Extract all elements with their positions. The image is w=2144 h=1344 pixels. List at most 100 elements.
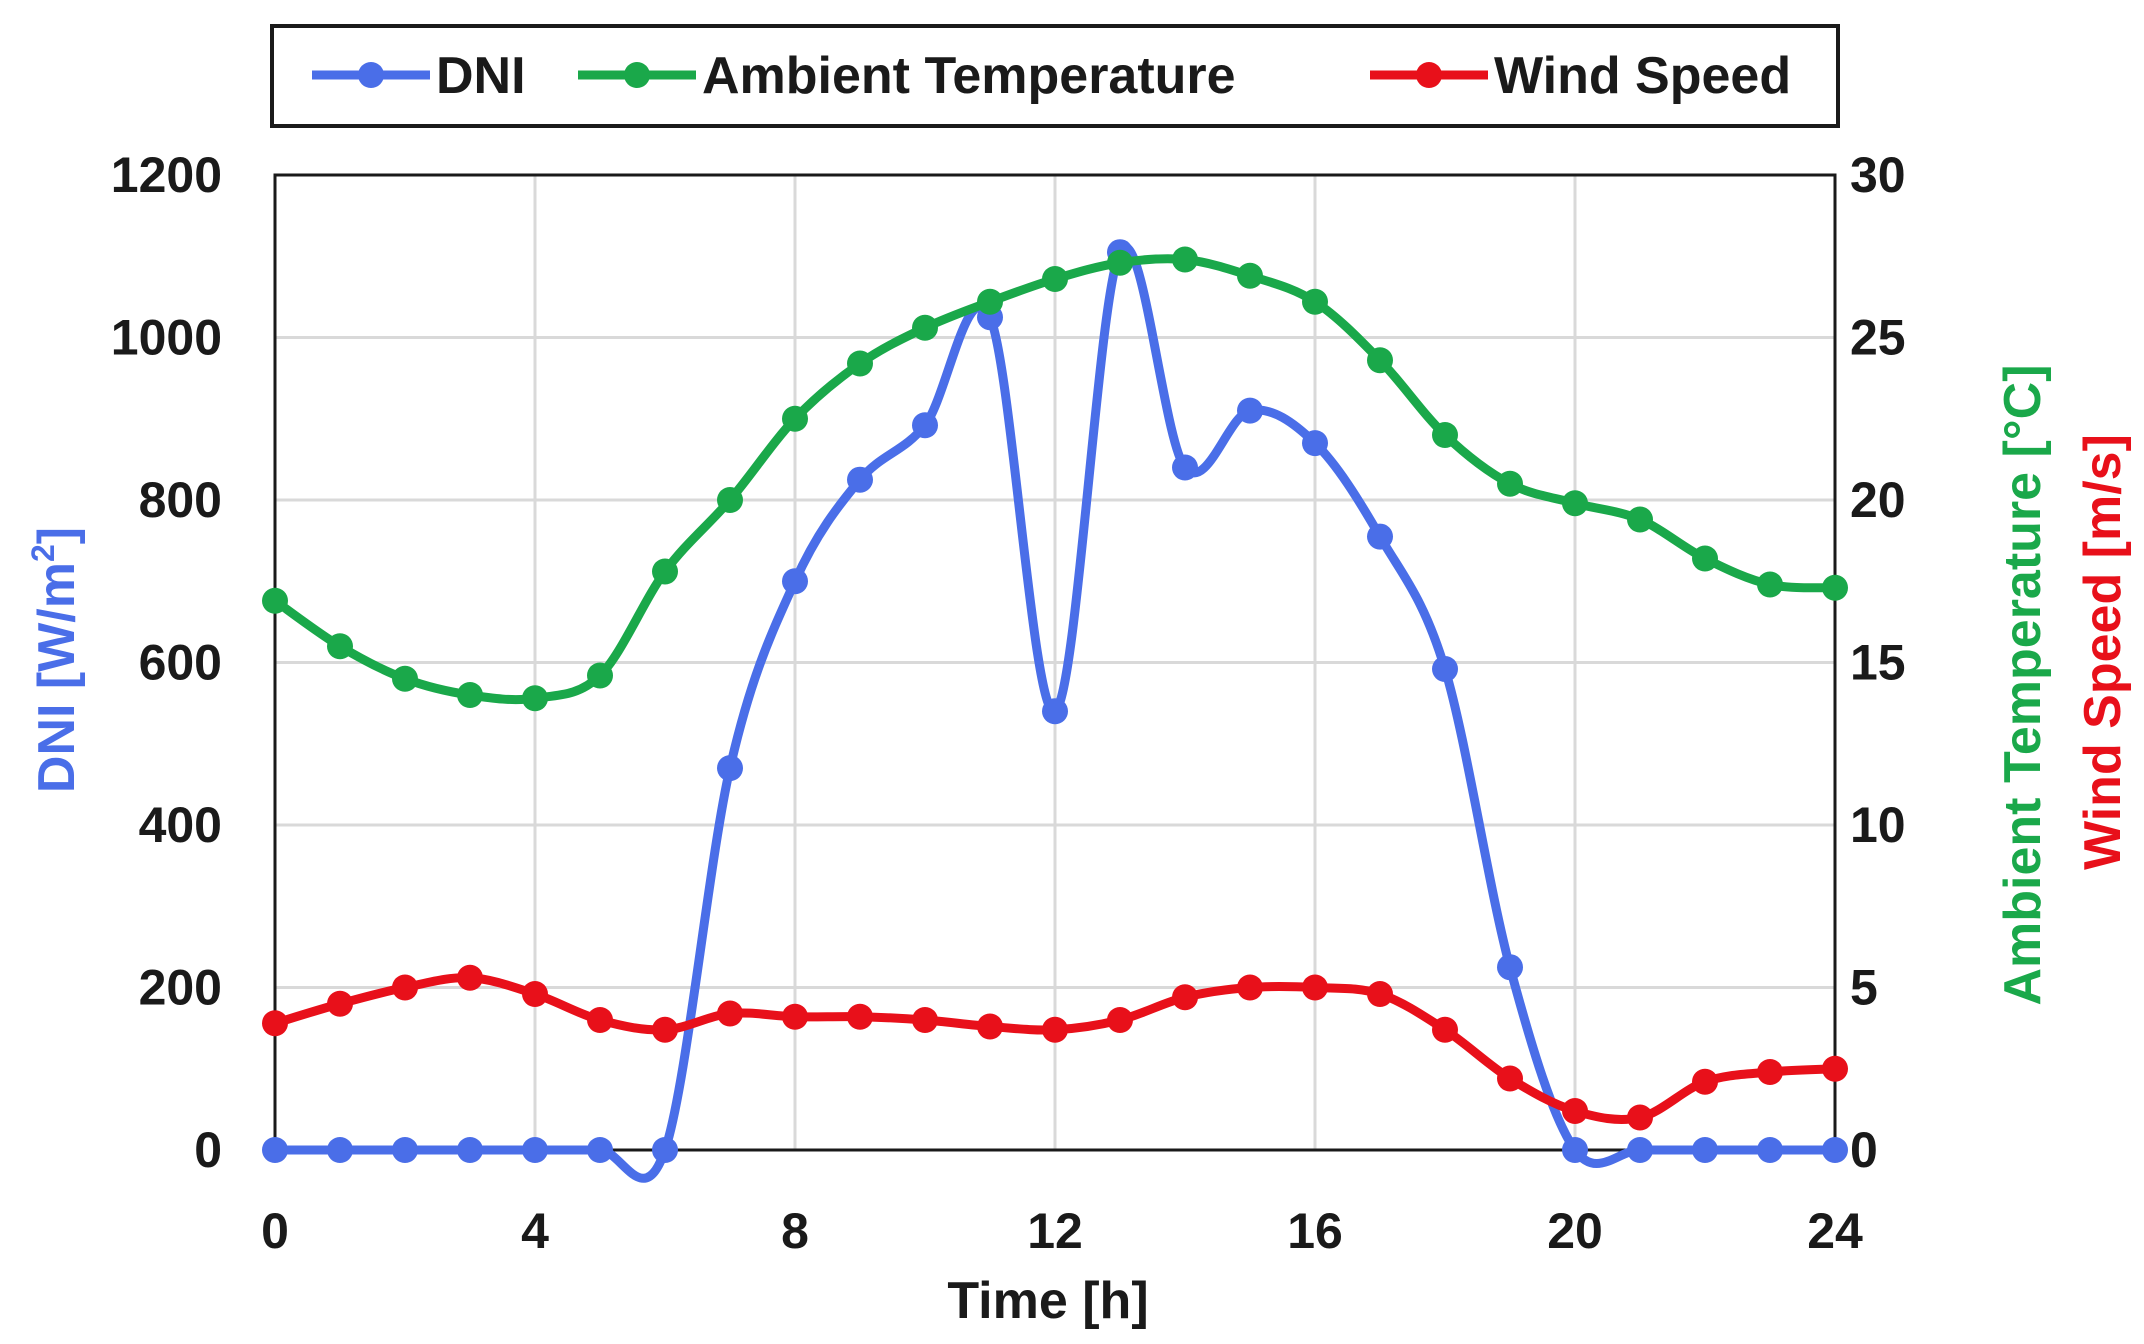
y-tick-label-left: 200: [139, 960, 222, 1016]
data-point-temperature: [1042, 266, 1068, 292]
data-point-temperature: [1432, 422, 1458, 448]
data-point-dni: [262, 1137, 288, 1163]
x-tick-label: 16: [1287, 1203, 1343, 1259]
data-point-wind: [1757, 1059, 1783, 1085]
data-point-wind: [1172, 984, 1198, 1011]
data-point-wind: [912, 1007, 938, 1033]
data-point-dni: [522, 1137, 548, 1163]
y-tick-label-left: 0: [194, 1122, 222, 1178]
y-tick-label-left: 1000: [111, 310, 222, 366]
data-point-wind: [652, 1016, 678, 1043]
data-point-temperature: [457, 682, 483, 708]
data-point-dni: [587, 1137, 613, 1163]
data-point-temperature: [1172, 246, 1198, 273]
data-point-dni: [717, 755, 743, 782]
data-point-wind: [1367, 981, 1393, 1007]
y-axis-title-left-sup: 2: [25, 544, 61, 562]
data-point-temperature: [977, 288, 1003, 315]
data-point-temperature: [1822, 574, 1848, 601]
data-point-dni: [1627, 1137, 1653, 1163]
y-tick-label-left: 400: [139, 797, 222, 853]
x-tick-label: 4: [521, 1203, 549, 1259]
data-point-temperature: [652, 558, 678, 585]
data-point-wind: [1822, 1055, 1848, 1082]
data-point-temperature: [1237, 262, 1263, 289]
legend-label-wind: Wind Speed: [1494, 47, 1791, 105]
data-point-dni: [1692, 1137, 1718, 1163]
y-tick-label-right: 5: [1850, 960, 1878, 1016]
data-point-wind: [1432, 1016, 1458, 1043]
y-axis-title-left-text: DNI [W/m: [28, 562, 86, 793]
data-point-wind: [782, 1003, 808, 1030]
data-point-wind: [392, 974, 418, 1001]
data-point-temperature: [587, 662, 613, 689]
data-point-dni: [847, 466, 873, 493]
data-point-dni: [327, 1137, 353, 1163]
x-tick-label: 24: [1807, 1203, 1863, 1259]
data-point-temperature: [1627, 506, 1653, 533]
legend-box: [270, 24, 1840, 128]
x-tick-label: 8: [781, 1203, 809, 1259]
data-point-temperature: [262, 587, 288, 614]
data-point-temperature: [1692, 545, 1718, 572]
data-point-dni: [1042, 698, 1068, 725]
data-point-wind: [1497, 1065, 1523, 1092]
x-tick-label: 12: [1027, 1203, 1083, 1259]
y-tick-label-right: 15: [1850, 635, 1906, 691]
data-point-dni: [1497, 954, 1523, 981]
legend-marker-dni: [358, 62, 384, 88]
data-point-temperature: [1367, 347, 1393, 374]
data-point-temperature: [1107, 249, 1133, 276]
data-point-dni: [782, 568, 808, 595]
data-point-dni: [1302, 430, 1328, 457]
data-point-dni: [457, 1137, 483, 1163]
data-point-temperature: [1757, 571, 1783, 598]
data-point-dni: [912, 412, 938, 439]
data-point-temperature: [522, 685, 548, 712]
data-point-wind: [1627, 1104, 1653, 1131]
y-tick-label-right: 25: [1850, 310, 1906, 366]
data-point-dni: [652, 1137, 678, 1163]
data-point-dni: [1172, 454, 1198, 481]
gridlines: [275, 175, 1835, 1150]
data-point-temperature: [912, 314, 938, 341]
data-point-wind: [262, 1010, 288, 1037]
data-point-wind: [1562, 1098, 1588, 1124]
y-tick-label-right: 0: [1850, 1122, 1878, 1178]
data-point-wind: [847, 1003, 873, 1030]
data-point-temperature: [847, 350, 873, 377]
data-point-temperature: [1302, 288, 1328, 315]
y-axis-title-right-temperature: Ambient Temperature [°C]: [1994, 364, 2052, 1005]
x-tick-label: 0: [261, 1203, 289, 1259]
legend-label-dni: DNI: [436, 47, 526, 105]
y-tick-label-left: 800: [139, 472, 222, 528]
data-point-wind: [977, 1013, 1003, 1040]
data-point-temperature: [392, 665, 418, 692]
data-point-temperature: [1497, 470, 1523, 497]
data-point-dni: [1822, 1137, 1848, 1163]
legend: DNI Ambient Temperature Wind Speed: [270, 24, 1840, 128]
x-axis-title: Time [h]: [947, 1272, 1148, 1330]
data-point-wind: [1692, 1068, 1718, 1095]
data-point-wind: [1237, 974, 1263, 1001]
data-point-temperature: [717, 487, 743, 513]
y-tick-label-left: 1200: [111, 147, 222, 203]
y-axis-title-right-wind: Wind Speed [m/s]: [2074, 434, 2132, 870]
tick-labels: 0 4 8 12 16 20 24 0 200 400 600 800 1000 1200 0 5 10 15 20…: [111, 147, 1906, 1259]
data-point-dni: [1757, 1137, 1783, 1163]
data-point-temperature: [1562, 490, 1588, 517]
data-point-dni: [1237, 397, 1263, 424]
data-point-wind: [327, 990, 353, 1017]
series-layer: [262, 239, 1848, 1183]
legend-marker-temperature: [624, 62, 650, 88]
legend-label-temperature: Ambient Temperature: [702, 47, 1236, 105]
data-point-wind: [1042, 1016, 1068, 1043]
y-axis-title-left: DNI [W/m2]: [25, 527, 86, 793]
data-point-temperature: [782, 405, 808, 432]
data-point-wind: [522, 981, 548, 1007]
y-axis-title-left-close: ]: [28, 527, 86, 544]
data-point-dni: [1367, 523, 1393, 550]
y-tick-label-right: 20: [1850, 472, 1906, 528]
y-tick-label-right: 30: [1850, 147, 1906, 203]
